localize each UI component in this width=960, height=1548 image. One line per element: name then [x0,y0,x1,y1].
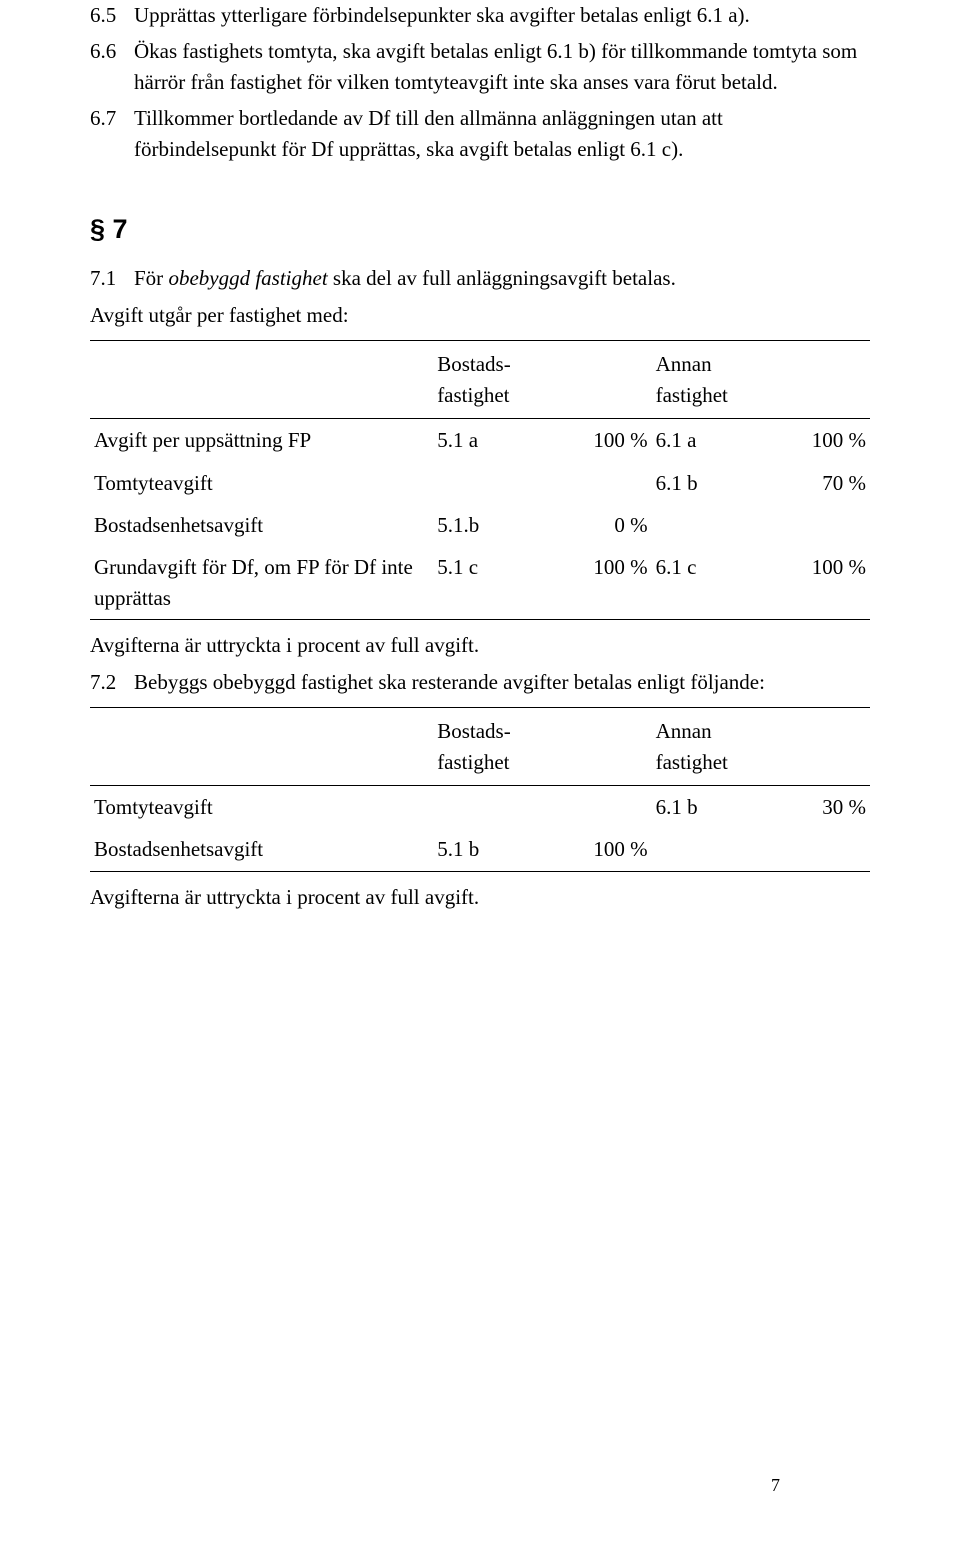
table-row: Tomtyteavgift 6.1 b 70 % [90,462,870,504]
para-num: 6.7 [90,103,134,164]
cell-pct: 30 % [737,786,870,829]
section-7-heading: § 7 [90,210,870,249]
para-6-5: 6.5 Upprättas ytterligare förbindelsepun… [90,0,870,30]
table-row: Tomtyteavgift 6.1 b 30 % [90,786,870,829]
cell-pct: 70 % [737,462,870,504]
col-header-annan: Annan fastighet [652,708,870,786]
cell-ref: 6.1 b [652,462,738,504]
cell-ref: 5.1 c [433,546,519,619]
text-span: För [134,266,168,290]
para-text: Tillkommer bortledande av Df till den al… [134,103,870,164]
para-6-6: 6.6 Ökas fastighets tomtyta, ska avgift … [90,36,870,97]
table-row: Grundavgift för Df, om FP för Df inte up… [90,546,870,619]
cell-label: Bostadsenhetsavgift [90,504,433,546]
cell-pct: 0 % [519,504,652,546]
cell-pct: 100 % [519,419,652,462]
fee-table-2: Bostads- fastighet Annan fastighet Tomty… [90,707,870,872]
cell-pct: 100 % [737,419,870,462]
table-header-row: Bostads- fastighet Annan fastighet [90,341,870,419]
table-row: Bostadsenhetsavgift 5.1.b 0 % [90,504,870,546]
col-header-bostads: Bostads- fastighet [433,341,651,419]
table-row: Bostadsenhetsavgift 5.1 b 100 % [90,828,870,871]
col-header-bostads: Bostads- fastighet [433,708,651,786]
cell-label: Grundavgift för Df, om FP för Df inte up… [90,546,433,619]
cell-ref: 6.1 c [652,546,738,619]
cell-ref: 6.1 b [652,786,738,829]
cell-label: Avgift per uppsättning FP [90,419,433,462]
foot-text: Avgifterna är uttryckta i procent av ful… [90,630,870,660]
para-7-2: 7.2 Bebyggs obebyggd fastighet ska reste… [90,667,870,697]
para-num: 6.6 [90,36,134,97]
table-row: Avgift per uppsättning FP 5.1 a 100 % 6.… [90,419,870,462]
cell-pct: 100 % [519,828,652,871]
cell-label: Tomtyteavgift [90,786,433,829]
cell-ref: 6.1 a [652,419,738,462]
col-header-annan: Annan fastighet [652,341,870,419]
para-7-1: 7.1 För obebyggd fastighet ska del av fu… [90,263,870,293]
para-text: Bebyggs obebyggd fastighet ska resterand… [134,667,870,697]
para-num: 7.2 [90,667,134,697]
text-em: obebyggd fastighet [168,266,327,290]
para-text: Upprättas ytterligare förbindelsepunkter… [134,0,870,30]
foot-text: Avgifterna är uttryckta i procent av ful… [90,882,870,912]
para-num: 7.1 [90,263,134,293]
cell-ref: 5.1 a [433,419,519,462]
lead-text: Avgift utgår per fastighet med: [90,300,870,330]
cell-label: Bostadsenhetsavgift [90,828,433,871]
cell-ref: 5.1 b [433,828,519,871]
table-header-row: Bostads- fastighet Annan fastighet [90,708,870,786]
para-text: För obebyggd fastighet ska del av full a… [134,263,870,293]
para-num: 6.5 [90,0,134,30]
para-text: Ökas fastighets tomtyta, ska avgift beta… [134,36,870,97]
page-number: 7 [771,1472,780,1498]
para-6-7: 6.7 Tillkommer bortledande av Df till de… [90,103,870,164]
text-span: ska del av full anläggningsavgift betala… [328,266,676,290]
cell-ref: 5.1.b [433,504,519,546]
cell-label: Tomtyteavgift [90,462,433,504]
fee-table-1: Bostads- fastighet Annan fastighet Avgif… [90,340,870,620]
cell-pct: 100 % [737,546,870,619]
cell-pct: 100 % [519,546,652,619]
